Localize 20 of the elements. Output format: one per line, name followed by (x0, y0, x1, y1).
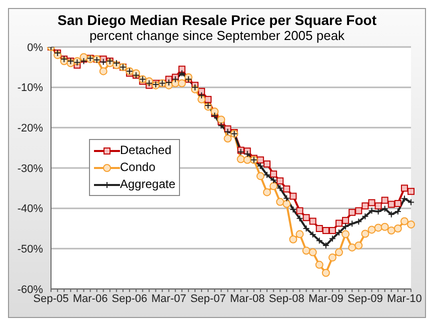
legend-label: Condo (119, 159, 156, 176)
chart-title: San Diego Median Resale Price per Square Foot (56, 11, 378, 28)
chart-subtitle: percent change since September 2005 peak (88, 28, 346, 43)
x-tick-label: Sep-09 (347, 292, 383, 305)
y-tick-label: -50% (17, 244, 44, 256)
legend-label: Aggregate (119, 176, 176, 193)
y-tick-label: 0% (27, 42, 44, 54)
x-tick-label: Sep-08 (268, 292, 304, 305)
y-tick-label: -40% (17, 203, 44, 216)
x-tick-label: Mar-06 (72, 292, 108, 305)
x-tick-label: Mar-10 (387, 292, 422, 305)
y-tick-label: -20% (17, 122, 44, 135)
x-tick-label: Sep-07 (190, 292, 226, 305)
legend-label: Detached (119, 142, 172, 159)
x-tick-label: Mar-09 (308, 292, 344, 305)
x-tick-label: Mar-07 (151, 292, 186, 305)
y-tick-label: -30% (17, 162, 44, 175)
x-tick-label: Sep-06 (112, 292, 148, 305)
x-tick-label: Mar-08 (230, 292, 265, 305)
y-tick-label: -10% (17, 82, 44, 94)
